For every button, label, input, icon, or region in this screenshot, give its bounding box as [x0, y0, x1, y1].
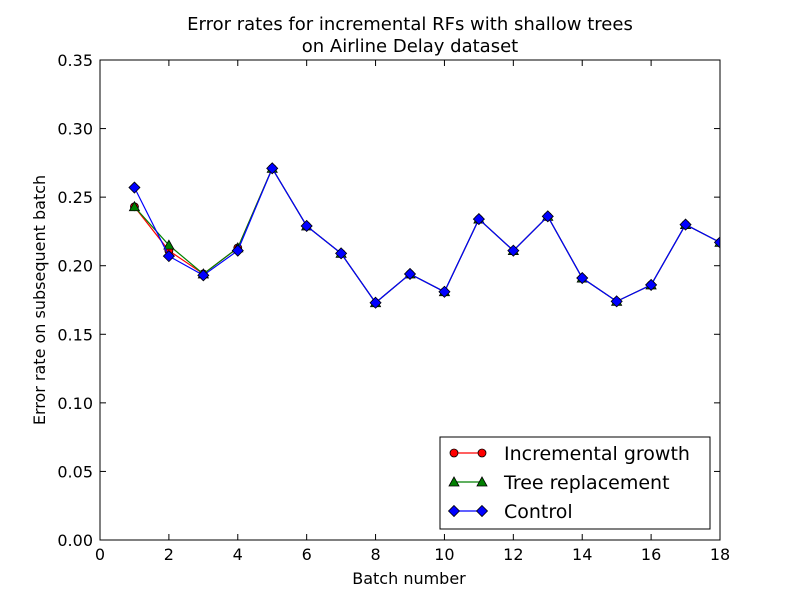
y-tick-label: 0.10 — [57, 394, 93, 413]
axes-layer: 0 2 4 6 8 10 12 14 16 18 0.00 0.05 0.10 0.15 0.20 0.25 0… — [57, 51, 730, 564]
series-group — [128, 162, 720, 309]
y-tick-label: 0.05 — [57, 462, 93, 481]
data-point-control — [403, 267, 417, 281]
y-tick-label: 0.30 — [57, 120, 93, 139]
data-point-control — [266, 162, 279, 175]
x-tick-label: 4 — [233, 545, 243, 564]
legend-marker-incremental-growth — [477, 448, 487, 458]
legend-marker-control — [475, 504, 489, 518]
data-point-control — [576, 271, 589, 285]
x-tick-label: 6 — [302, 545, 312, 564]
chart-title-line-2: on Airline Delay dataset — [302, 36, 518, 57]
data-point-control — [335, 247, 348, 260]
legend-label-control: Control — [504, 501, 573, 523]
data-point-control — [128, 181, 141, 194]
y-tick-label: 0.35 — [57, 51, 93, 70]
legend-marker-tree-replacement — [448, 476, 460, 487]
x-tick-label: 2 — [164, 545, 174, 564]
data-point-control — [610, 295, 623, 308]
series-line-control — [133, 167, 720, 304]
plot-frame — [99, 59, 721, 541]
data-point-control — [162, 250, 175, 263]
data-point-control — [369, 296, 382, 309]
data-point-control — [713, 236, 720, 249]
legend: Incremental growth Tree replacement Contro… — [439, 436, 711, 530]
data-point-control — [438, 285, 451, 298]
data-point-control — [645, 278, 658, 291]
legend-label-incremental-growth: Incremental growth — [504, 443, 690, 465]
x-tick-label: 8 — [370, 545, 380, 564]
data-point-control — [507, 244, 520, 257]
legend-marker-tree-replacement — [476, 476, 488, 487]
data-point-control — [541, 210, 554, 223]
y-axis-label: Error rate on subsequent batch — [30, 175, 49, 425]
y-tick-label: 0.20 — [57, 257, 93, 276]
x-tick-label: 12 — [503, 545, 523, 564]
x-tick-label: 0 — [95, 545, 105, 564]
data-point-control — [231, 244, 244, 257]
legend-label-tree-replacement: Tree replacement — [503, 472, 670, 494]
legend-marker-incremental-growth — [449, 448, 459, 458]
data-point-control — [300, 219, 313, 233]
data-point-control — [197, 269, 210, 282]
y-tick-label: 0.25 — [57, 188, 93, 207]
series-layer — [128, 162, 720, 309]
chart-title-line-1: Error rates for incremental RFs with sha… — [187, 14, 633, 35]
data-point-control — [472, 213, 485, 226]
x-tick-label: 18 — [710, 545, 730, 564]
y-tick-label: 0.00 — [57, 531, 93, 550]
data-point-tree-replacement — [163, 239, 175, 250]
legend-marker-control — [447, 504, 461, 518]
data-point-control — [679, 218, 692, 231]
x-tick-label: 16 — [641, 545, 661, 564]
y-tick-label: 0.15 — [57, 325, 93, 344]
x-axis-label: Batch number — [352, 569, 466, 588]
x-tick-label: 10 — [434, 545, 454, 564]
x-tick-label: 14 — [572, 545, 592, 564]
data-point-tree-replacement — [128, 200, 141, 212]
